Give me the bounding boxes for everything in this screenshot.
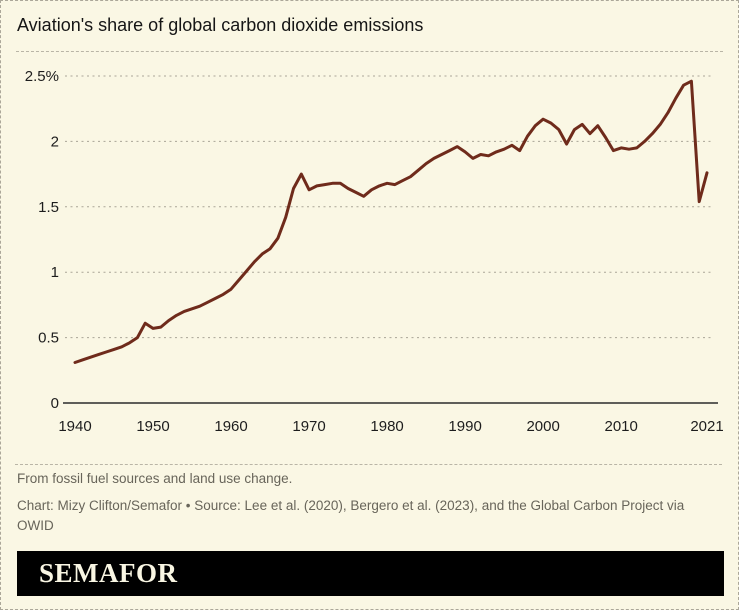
- x-tick-label-1940: 1940: [58, 418, 91, 435]
- semafor-logo-bar: SEMAFOR: [17, 551, 724, 596]
- semafor-wordmark: SEMAFOR: [39, 558, 178, 588]
- chart-svg: 2.5% 2 1.5 1 0.5 0 1940 1950 1960 1970 1980 1990 200…: [25, 68, 724, 435]
- footer-separator: [15, 464, 722, 465]
- y-tick-label-0.5: 0.5: [38, 330, 59, 347]
- chart-credit: Chart: Mizy Clifton/Semafor • Source: Le…: [17, 498, 685, 533]
- x-tick-label-2000: 2000: [526, 418, 559, 435]
- y-tick-label-2.5%: 2.5%: [25, 68, 59, 85]
- x-tick-label-1980: 1980: [370, 418, 403, 435]
- data-line-aviation-share: [73, 79, 709, 364]
- x-tick-label-2021: 2021: [690, 418, 723, 435]
- x-tick-label-1960: 1960: [214, 418, 247, 435]
- y-tick-label-1.5: 1.5: [38, 199, 59, 216]
- y-tick-label-0: 0: [51, 395, 59, 412]
- chart-footnote: From fossil fuel sources and land use ch…: [17, 471, 293, 486]
- x-tick-label-1950: 1950: [136, 418, 169, 435]
- title-separator: [16, 51, 723, 52]
- x-tick-label-1990: 1990: [448, 418, 481, 435]
- x-tick-label-1970: 1970: [292, 418, 325, 435]
- y-tick-label-2: 2: [51, 133, 59, 150]
- y-tick-label-1: 1: [51, 264, 59, 281]
- x-tick-label-2010: 2010: [604, 418, 637, 435]
- chart-title: Aviation's share of global carbon dioxid…: [17, 15, 424, 35]
